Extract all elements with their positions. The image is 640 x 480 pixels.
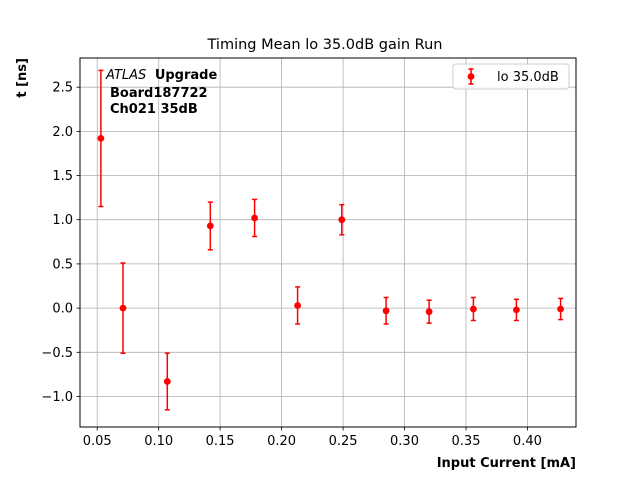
legend: lo 35.0dB xyxy=(452,63,570,90)
atlas-annotation: ATLAS Upgrade Board187722 Ch021 35dB xyxy=(105,68,217,117)
data-points xyxy=(97,135,564,385)
data-point xyxy=(557,305,564,313)
x-tick-label: 0.25 xyxy=(329,434,358,449)
x-tick-label: 0.10 xyxy=(144,434,173,449)
y-tick-label: −0.5 xyxy=(41,346,73,361)
x-tick-label: 0.15 xyxy=(206,434,235,449)
channel-label: Ch021 35dB xyxy=(110,102,198,117)
x-tick-label: 0.35 xyxy=(452,434,481,449)
legend-marker xyxy=(467,73,475,80)
x-tick-label: 0.30 xyxy=(390,434,419,449)
data-point xyxy=(382,307,390,315)
board-label: Board187722 xyxy=(110,86,208,101)
data-point xyxy=(294,302,301,309)
y-tick-label: 2.0 xyxy=(52,125,73,140)
x-tick-label: 0.05 xyxy=(83,434,112,449)
y-tick-label: 1.0 xyxy=(52,213,73,228)
x-axis-ticks: 0.05 0.10 0.15 0.20 0.25 0.30 0.35 0.40 xyxy=(83,427,542,449)
y-tick-label: 0.0 xyxy=(52,302,73,317)
y-tick-label: 2.5 xyxy=(52,81,73,96)
upgrade-label: Upgrade xyxy=(155,68,218,83)
data-point xyxy=(206,222,214,230)
data-point xyxy=(97,135,105,142)
grid xyxy=(80,58,576,427)
y-tick-label: 0.5 xyxy=(52,257,73,272)
data-point xyxy=(470,305,477,313)
x-tick-label: 0.20 xyxy=(267,434,296,449)
chart-title: Timing Mean lo 35.0dB gain Run xyxy=(207,37,443,53)
svg-text:ATLAS Upgrade: ATLAS Upgrade xyxy=(105,68,217,83)
data-point xyxy=(119,304,127,312)
data-point xyxy=(425,308,433,316)
data-point xyxy=(513,306,520,314)
y-axis-ticks: −1.0 −0.5 0.0 0.5 1.0 1.5 2.0 2.5 xyxy=(41,81,80,405)
x-tick-label: 0.40 xyxy=(513,434,542,449)
y-tick-label: −1.0 xyxy=(41,390,73,405)
y-tick-label: 1.5 xyxy=(52,169,73,184)
atlas-label: ATLAS xyxy=(105,68,146,83)
legend-label: lo 35.0dB xyxy=(497,70,559,85)
plot-frame xyxy=(79,57,577,428)
data-point xyxy=(251,214,258,222)
data-point xyxy=(338,216,346,224)
data-point xyxy=(163,378,171,385)
legend-box xyxy=(452,63,570,90)
y-axis-label: t [ns] xyxy=(15,58,30,98)
x-axis-label: Input Current [mA] xyxy=(437,456,576,471)
error-bars xyxy=(98,69,564,411)
